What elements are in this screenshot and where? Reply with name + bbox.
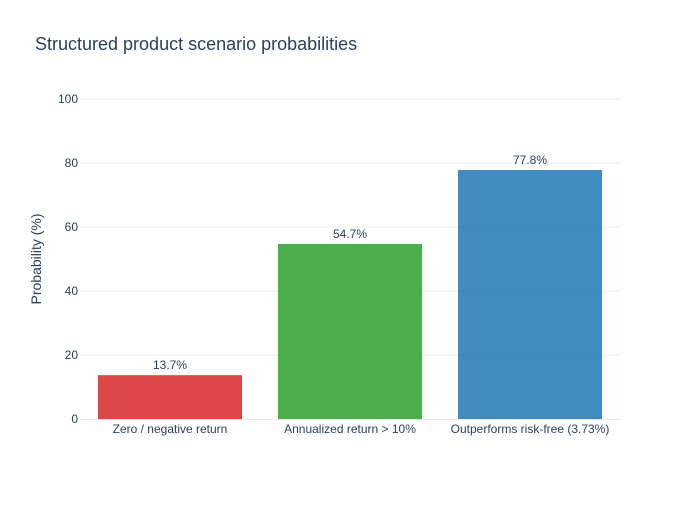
x-tick-labels: Zero / negative return Annualized return … [113,422,610,436]
bars [98,170,602,419]
bar[interactable] [278,243,422,419]
y-tick-label: 40 [65,284,79,298]
x-tick-label: Annualized return > 10% [284,422,416,436]
y-tick-label: 60 [65,220,79,234]
y-axis-title: Probability (%) [28,213,44,304]
data-label: 77.8% [513,153,547,167]
y-tick-label: 0 [71,412,78,426]
y-tick-label: 20 [65,348,79,362]
x-tick-label: Outperforms risk-free (3.73%) [451,422,610,436]
data-label: 54.7% [333,227,367,241]
data-label: 13.7% [153,358,187,372]
data-labels: 13.7% 54.7% 77.8% [153,153,547,372]
y-tick-label: 80 [65,156,79,170]
bar[interactable] [98,375,242,419]
y-tick-labels: 0 20 40 60 80 100 [58,92,78,426]
chart-title: Structured product scenario probabilitie… [35,34,357,54]
x-tick-label: Zero / negative return [113,422,228,436]
bar[interactable] [458,170,602,419]
y-tick-label: 100 [58,92,78,106]
